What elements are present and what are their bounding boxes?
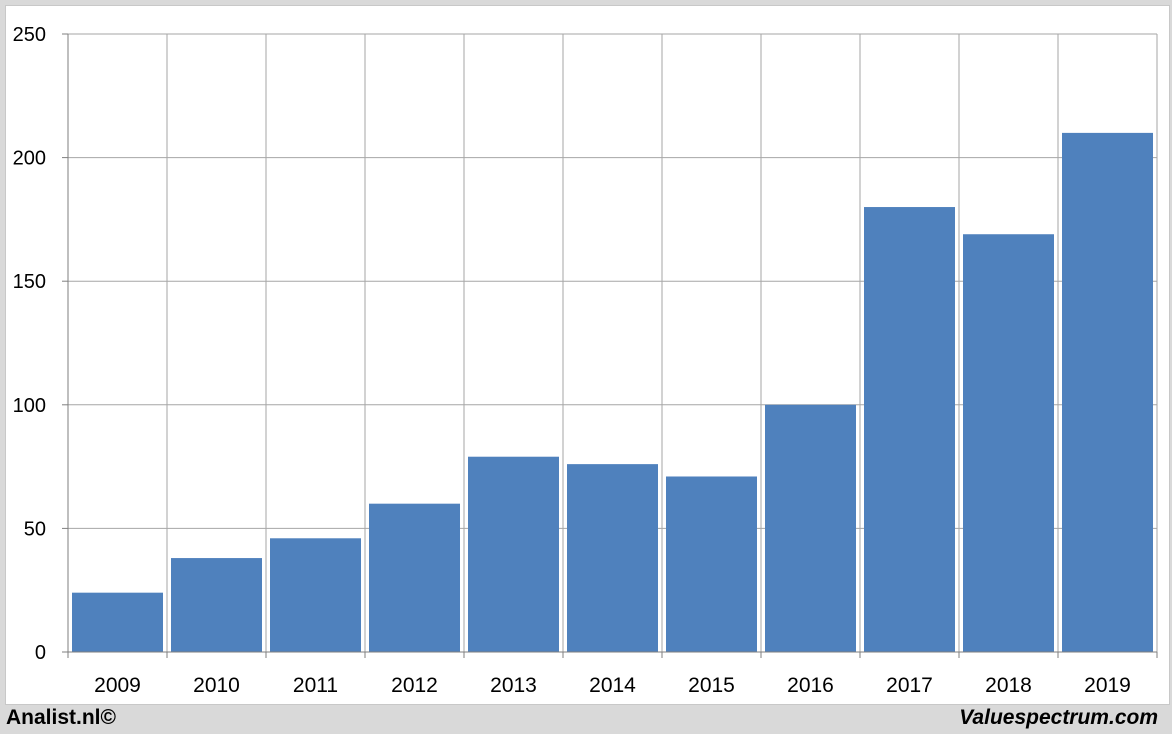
x-tick-label: 2015 [688, 674, 735, 697]
site-label: Valuespectrum.com [959, 706, 1158, 729]
bar-2010 [171, 558, 262, 652]
x-tick-label: 2011 [293, 674, 338, 697]
x-tick-label: 2016 [787, 674, 834, 697]
x-tick-label: 2019 [1084, 674, 1131, 697]
source-label: Analist.nl© [6, 706, 116, 729]
y-tick-label: 150 [13, 271, 46, 293]
bar-2014 [567, 464, 658, 652]
bar-2013 [468, 456, 559, 652]
x-tick-label: 2013 [490, 674, 537, 697]
bar-2009 [72, 592, 163, 652]
bar-2019 [1062, 132, 1153, 652]
y-tick-label: 0 [35, 642, 46, 664]
y-tick-label: 200 [13, 148, 46, 170]
y-tick-label: 50 [24, 518, 46, 540]
x-tick-label: 2010 [193, 674, 240, 697]
bar-2012 [369, 503, 460, 652]
tick-labels: 0 50 100 150 200 250 2009 2010 2011 2012 2013 2014 2… [13, 24, 1131, 697]
bar-2017 [864, 207, 955, 653]
bar-2018 [963, 234, 1054, 652]
bar-2011 [270, 538, 361, 652]
bars [72, 132, 1153, 653]
x-tick-label: 2014 [589, 674, 636, 697]
x-tick-label: 2012 [391, 674, 438, 697]
bar-2016 [765, 404, 856, 652]
bar-chart: 0 50 100 150 200 250 2009 2010 2011 2012 2013 2014 2… [13, 24, 1158, 697]
bar-2015 [666, 476, 757, 652]
axes [62, 33, 1158, 658]
x-tick-label: 2009 [94, 674, 141, 697]
y-tick-label: 250 [13, 24, 46, 46]
x-tick-label: 2018 [985, 674, 1032, 697]
y-tick-label: 100 [13, 395, 46, 417]
x-tick-label: 2017 [886, 674, 933, 697]
